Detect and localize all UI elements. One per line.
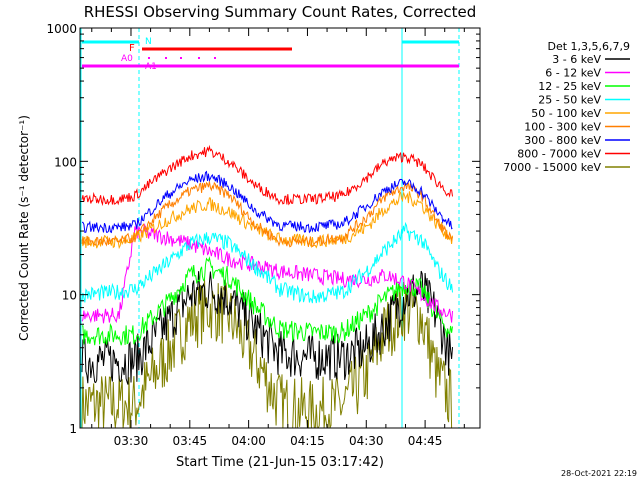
- legend-label: 7000 - 15000 keV: [503, 161, 601, 174]
- legend-label: 50 - 100 keV: [531, 107, 601, 120]
- series-lines: [81, 144, 453, 429]
- series-line: [81, 181, 453, 248]
- x-tick-label: 03:45: [173, 434, 208, 448]
- footer-timestamp: 28-Oct-2021 22:19: [561, 469, 637, 478]
- chart-title: RHESSI Observing Summary Count Rates, Co…: [84, 3, 477, 21]
- annotation-label: N: [145, 37, 152, 47]
- y-tick-label: 10: [62, 289, 77, 303]
- attenuator-dot: [148, 57, 150, 59]
- y-tick-label: 1000: [46, 22, 77, 36]
- attenuator-dot: [198, 57, 200, 59]
- x-tick-label: 04:15: [290, 434, 325, 448]
- legend-label: 12 - 25 keV: [538, 80, 601, 93]
- series-line: [81, 221, 453, 304]
- y-tick-label: 100: [54, 155, 77, 169]
- x-axis-label: Start Time (21-Jun-15 03:17:42): [176, 455, 384, 470]
- series-line: [81, 170, 453, 234]
- annotation-label: A1: [145, 62, 157, 72]
- series-line: [81, 223, 453, 324]
- x-tick-label: 04:30: [349, 434, 384, 448]
- status-bars: [82, 40, 459, 68]
- series-line: [82, 256, 453, 346]
- x-tick-label: 04:00: [231, 434, 266, 448]
- legend-label: 300 - 800 keV: [524, 134, 601, 147]
- y-axis-label: Corrected Count Rate (s⁻¹ detector⁻¹): [17, 115, 31, 341]
- x-tick-label: 04:45: [408, 434, 443, 448]
- legend-label: 3 - 6 keV: [552, 53, 601, 66]
- annotation-label: F: [129, 43, 135, 54]
- series-line: [81, 279, 453, 429]
- axes: [79, 27, 481, 429]
- attenuator-dot: [214, 57, 216, 59]
- attenuator-dot: [165, 57, 167, 59]
- legend-label: 100 - 300 keV: [524, 121, 601, 134]
- time-markers: [80, 28, 460, 428]
- legend-label: 6 - 12 keV: [545, 67, 601, 80]
- series-line: [81, 144, 453, 207]
- tick-labels: 1 10 100 1000 03:30 03:45 04:00 04:15 04:30 04:45: [46, 22, 442, 448]
- series-line: [81, 270, 453, 385]
- x-tick-label: 03:30: [114, 434, 149, 448]
- annotation-label: A0: [121, 54, 133, 64]
- plot-frame: [79, 27, 481, 429]
- y-tick-label: 1: [69, 422, 77, 436]
- attenuator-dot: [180, 57, 182, 59]
- legend-label: 25 - 50 keV: [538, 94, 601, 107]
- legend-label: 800 - 7000 keV: [517, 148, 601, 161]
- legend-title: Det 1,3,5,6,7,9: [547, 40, 630, 53]
